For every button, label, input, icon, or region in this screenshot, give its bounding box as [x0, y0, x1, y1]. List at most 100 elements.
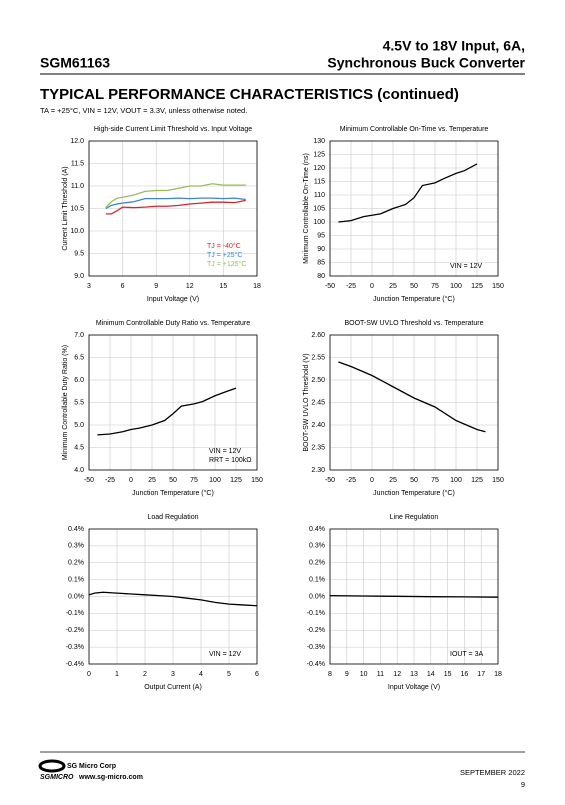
x-tick-label: 100	[450, 477, 462, 484]
chart-title: BOOT-SW UVLO Threshold vs. Temperature	[344, 320, 483, 327]
y-tick-label: 120	[313, 165, 325, 172]
x-tick-label: 50	[169, 477, 177, 484]
x-tick-label: 75	[431, 477, 439, 484]
x-tick-label: 10	[360, 671, 368, 678]
x-tick-label: 0	[370, 283, 374, 290]
y-tick-label: 12.0	[70, 138, 84, 145]
y-tick-label: 7.0	[74, 332, 84, 339]
y-tick-label: 2.50	[311, 377, 325, 384]
y-tick-label: 11.5	[71, 160, 84, 167]
x-tick-label: 4	[199, 671, 203, 678]
x-axis-label: Output Current (A)	[144, 684, 202, 691]
x-tick-label: 6	[121, 283, 125, 290]
x-axis-label: Junction Temperature (°C)	[373, 489, 455, 497]
y-tick-label: 4.0	[74, 467, 84, 474]
x-tick-label: 125	[471, 477, 483, 484]
y-axis-label: Current Limit Threshold (A)	[62, 166, 69, 250]
x-tick-label: -25	[105, 477, 115, 484]
x-tick-label: 75	[431, 283, 439, 290]
data-line	[338, 163, 478, 223]
y-tick-label: 115	[314, 178, 325, 185]
x-tick-label: 17	[477, 671, 485, 678]
x-tick-label: 12	[393, 671, 401, 678]
x-tick-label: 0	[129, 477, 133, 484]
x-tick-label: 15	[220, 283, 228, 290]
x-axis-label: Input Voltage (V)	[388, 684, 440, 691]
x-tick-label: 6	[255, 671, 259, 678]
y-tick-label: 85	[317, 259, 325, 266]
y-tick-label: 130	[313, 138, 325, 145]
x-tick-label: -25	[346, 477, 356, 484]
plot-frame	[329, 334, 499, 471]
x-axis-label: Input Voltage (V)	[147, 296, 199, 303]
y-axis-label: Minimum Controllable On-Time (ns)	[303, 153, 310, 264]
annotation: VIN = 12V	[450, 263, 482, 270]
data-line	[105, 183, 246, 209]
data-line	[105, 199, 246, 215]
annotation: VIN = 12V	[209, 651, 241, 658]
chart-title: Minimum Controllable On-Time vs. Tempera…	[340, 126, 489, 133]
y-tick-label: 9.0	[74, 273, 84, 280]
y-tick-label: 2.55	[311, 354, 325, 361]
y-tick-label: 90	[317, 246, 325, 253]
y-tick-label: 4.5	[74, 444, 84, 451]
y-tick-label: 6.0	[74, 377, 84, 384]
y-tick-label: 95	[317, 232, 325, 239]
y-tick-label: 11.0	[71, 183, 84, 190]
x-tick-label: -50	[84, 477, 94, 484]
y-tick-label: 10.0	[70, 228, 84, 235]
data-line	[329, 595, 499, 598]
y-tick-label: 5.0	[74, 422, 84, 429]
doc-title: Synchronous Buck Converter	[327, 55, 525, 71]
x-tick-label: 11	[377, 671, 384, 678]
y-tick-label: 6.5	[74, 354, 84, 361]
y-tick-label: -0.1%	[307, 610, 325, 617]
y-tick-label: 0.2%	[68, 560, 84, 567]
date: SEPTEMBER 2022	[460, 768, 525, 777]
x-tick-label: 3	[87, 283, 91, 290]
x-tick-label: 50	[410, 477, 418, 484]
part-number: SGM61163	[40, 55, 110, 71]
x-tick-label: 8	[328, 671, 332, 678]
data-line	[105, 197, 246, 210]
legend-entry: TJ = -40°C	[207, 242, 241, 250]
y-tick-label: -0.4%	[66, 661, 84, 668]
y-tick-label: 125	[313, 151, 325, 158]
x-tick-label: 75	[190, 477, 198, 484]
plot-frame	[88, 528, 258, 665]
x-tick-label: 125	[230, 477, 242, 484]
x-tick-label: 50	[410, 283, 418, 290]
annotation: IOUT = 3A	[450, 651, 483, 658]
y-axis-label: Minimum Controllable Duty Ratio (%)	[62, 345, 69, 460]
x-tick-label: 25	[389, 477, 397, 484]
y-tick-label: 2.45	[311, 399, 325, 406]
y-tick-label: -0.4%	[307, 661, 325, 668]
doc-title: 4.5V to 18V Input, 6A,	[383, 38, 525, 54]
logo-text: SGMICRO	[40, 774, 74, 781]
y-tick-label: 5.5	[74, 399, 84, 406]
data-line	[88, 591, 258, 607]
x-tick-label: 150	[492, 477, 504, 484]
y-tick-label: 2.30	[311, 467, 325, 474]
x-tick-label: 0	[370, 477, 374, 484]
x-tick-label: 1	[115, 671, 119, 678]
legend-entry: TJ = +125°C	[207, 260, 246, 268]
chart-title: Minimum Controllable Duty Ratio vs. Temp…	[96, 320, 250, 327]
x-tick-label: 100	[450, 283, 462, 290]
y-axis-label: BOOT-SW UVLO Threshold (V)	[303, 353, 310, 451]
y-tick-label: 0.1%	[68, 576, 84, 583]
logo-mark	[38, 759, 66, 773]
x-tick-label: -25	[346, 283, 356, 290]
y-tick-label: 100	[313, 219, 325, 226]
chart-title: High-side Current Limit Threshold vs. In…	[94, 126, 252, 133]
x-tick-label: 12	[186, 283, 194, 290]
x-axis-label: Junction Temperature (°C)	[373, 295, 455, 303]
y-tick-label: 9.5	[74, 250, 84, 257]
plot-frame	[329, 140, 499, 277]
plot-frame	[88, 140, 258, 277]
x-tick-label: 150	[251, 477, 263, 484]
x-tick-label: 25	[148, 477, 156, 484]
y-tick-label: 0.1%	[309, 576, 325, 583]
x-tick-label: 16	[461, 671, 469, 678]
y-tick-label: 0.4%	[309, 526, 325, 533]
